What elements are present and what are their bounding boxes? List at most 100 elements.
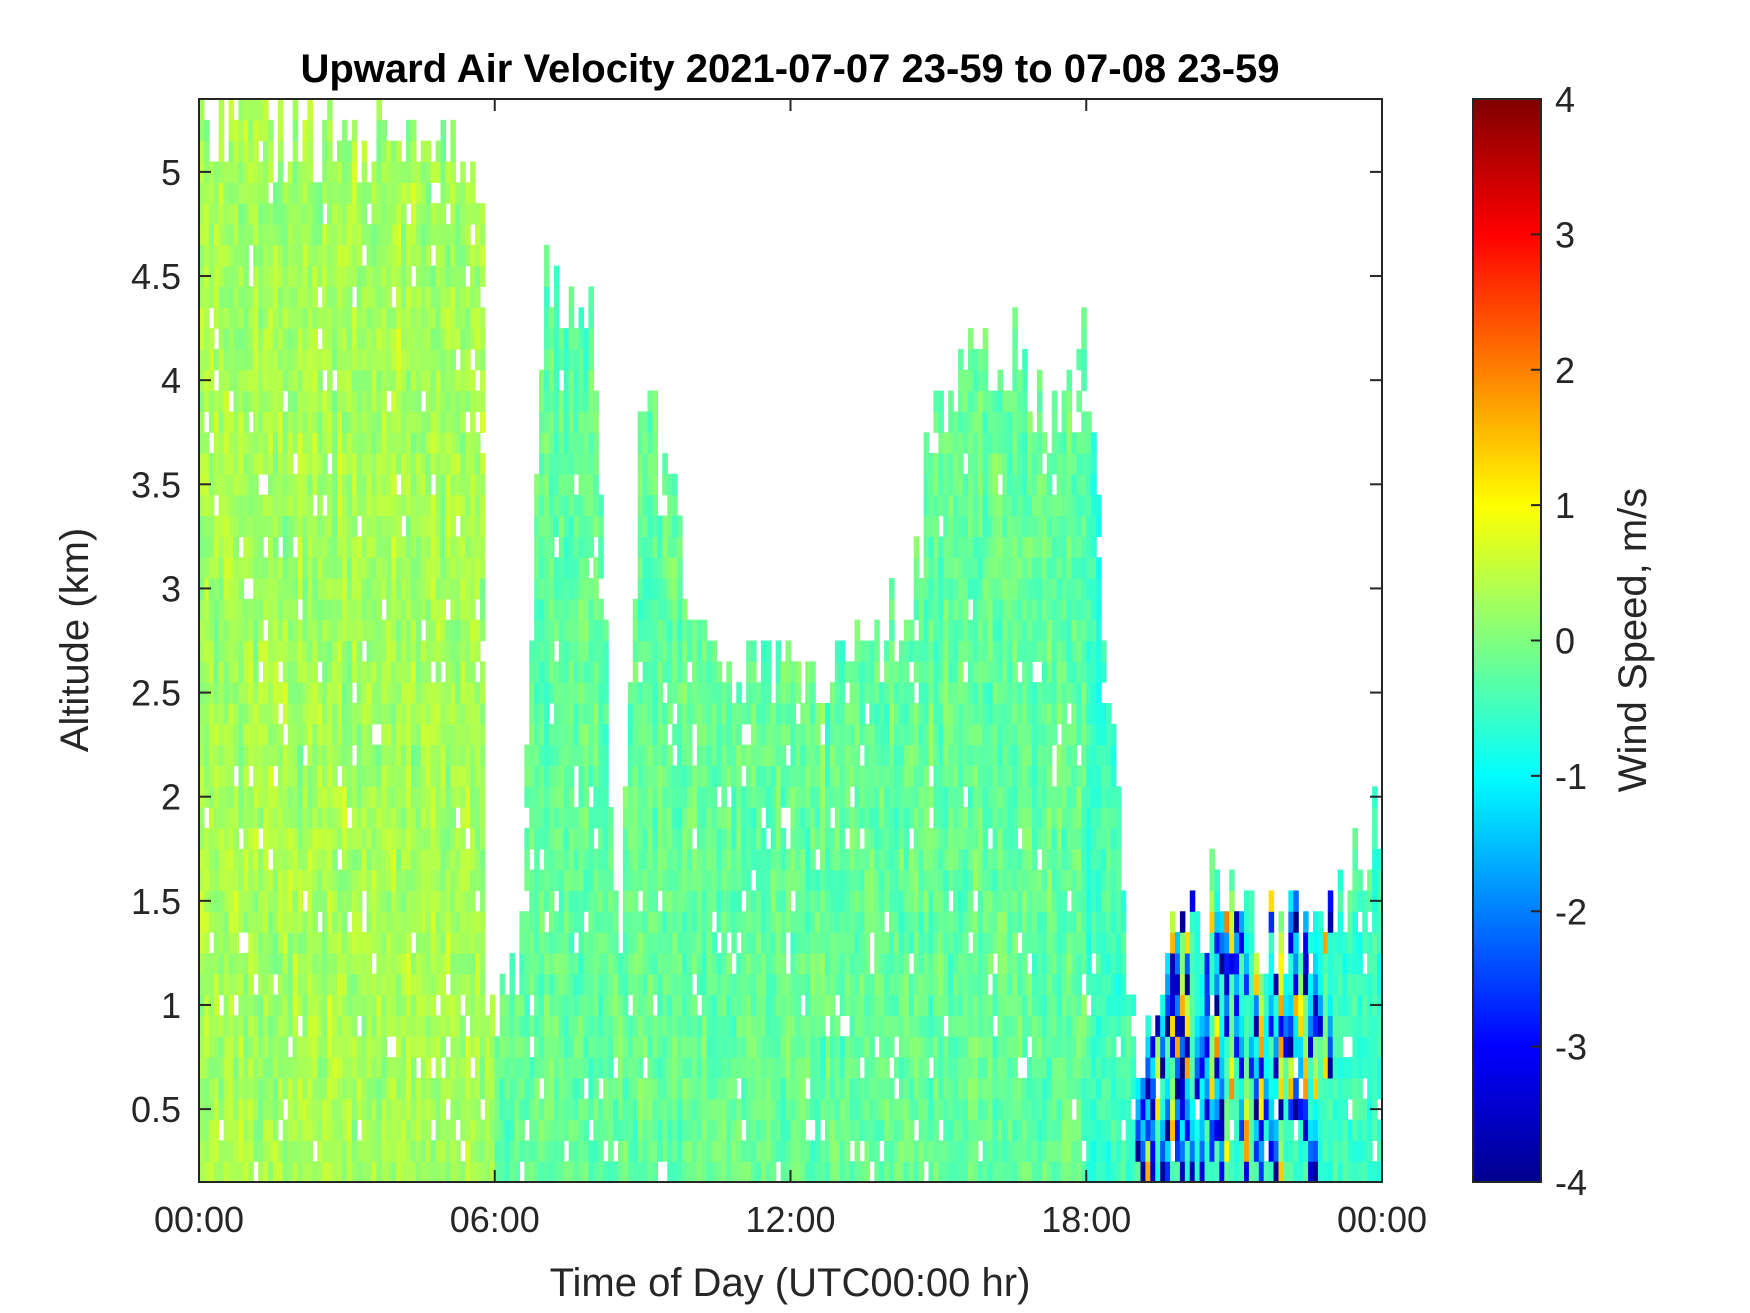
- heatmap-cell: [479, 244, 486, 267]
- heatmap-cell: [248, 848, 254, 871]
- heatmap-cell: [465, 640, 471, 662]
- heatmap-cell: [248, 952, 254, 975]
- heatmap-cell: [253, 827, 259, 850]
- heatmap-cell: [637, 640, 644, 662]
- heatmap-cell: [662, 723, 668, 746]
- heatmap-cell: [726, 827, 732, 850]
- heatmap-cell: [889, 1036, 895, 1058]
- heatmap-cell: [829, 952, 836, 975]
- heatmap-cell: [751, 1015, 757, 1037]
- heatmap-cell: [731, 869, 737, 892]
- heatmap-cell: [233, 494, 240, 517]
- heatmap-cell: [317, 952, 323, 975]
- heatmap-cell: [672, 494, 678, 517]
- heatmap-cell: [371, 286, 378, 308]
- heatmap-cell: [667, 682, 673, 704]
- heatmap-cell: [558, 869, 565, 892]
- heatmap-cell: [272, 578, 279, 600]
- heatmap-cell: [425, 869, 432, 892]
- heatmap-cell: [460, 1161, 466, 1183]
- heatmap-cell: [238, 973, 244, 996]
- heatmap-cell: [268, 827, 274, 850]
- heatmap-cell: [691, 702, 698, 725]
- heatmap-cell: [662, 702, 668, 725]
- heatmap-cell: [381, 328, 387, 350]
- heatmap-cell: [282, 557, 289, 579]
- heatmap-cell: [879, 1161, 885, 1183]
- heatmap-cell: [731, 911, 737, 933]
- heatmap-cell: [376, 619, 382, 642]
- heatmap-cell: [450, 578, 456, 600]
- heatmap-cell: [756, 952, 762, 975]
- heatmap-cell: [248, 1161, 254, 1183]
- heatmap-cell: [810, 682, 816, 704]
- heatmap-cell: [238, 578, 244, 600]
- heatmap-cell: [553, 473, 560, 496]
- heatmap-cell: [603, 786, 609, 808]
- heatmap-cell: [859, 994, 866, 1016]
- heatmap-cell: [253, 328, 259, 350]
- heatmap-cell: [632, 661, 639, 683]
- heatmap-cell: [248, 494, 254, 517]
- heatmap-cell: [302, 223, 309, 246]
- heatmap-cell: [312, 786, 318, 808]
- heatmap-cell: [524, 952, 530, 975]
- heatmap-cell: [770, 1098, 777, 1121]
- heatmap-cell: [884, 994, 890, 1016]
- heatmap-cell: [346, 1036, 353, 1058]
- heatmap-cell: [578, 411, 585, 433]
- heatmap-cell: [228, 578, 235, 600]
- heatmap-cell: [829, 848, 836, 871]
- heatmap-cell: [268, 619, 274, 642]
- heatmap-cell: [287, 536, 294, 558]
- heatmap-cell: [849, 1057, 856, 1079]
- heatmap-cell: [228, 765, 235, 787]
- heatmap-cell: [563, 640, 570, 662]
- heatmap-cell: [790, 661, 797, 683]
- heatmap-cell: [593, 411, 599, 433]
- heatmap-cell: [775, 952, 782, 975]
- heatmap-cell: [292, 702, 299, 725]
- heatmap-cell: [682, 786, 688, 808]
- heatmap-cell: [898, 827, 905, 850]
- heatmap-cell: [672, 1161, 678, 1183]
- heatmap-cell: [356, 578, 363, 600]
- heatmap-cell: [465, 515, 471, 537]
- heatmap-cell: [282, 515, 289, 537]
- heatmap-cell: [825, 765, 831, 787]
- heatmap-cell: [297, 744, 304, 767]
- heatmap-cell: [307, 411, 313, 433]
- heatmap-cell: [583, 807, 589, 829]
- heatmap-cell: [425, 140, 432, 163]
- heatmap-cell: [642, 453, 649, 475]
- heatmap-cell: [647, 932, 654, 954]
- heatmap-cell: [425, 973, 432, 996]
- heatmap-cell: [864, 1057, 870, 1079]
- heatmap-cell: [361, 307, 368, 329]
- heatmap-cell: [287, 286, 294, 308]
- heatmap-cell: [391, 515, 397, 537]
- heatmap-cell: [233, 473, 240, 496]
- heatmap-cell: [376, 494, 382, 517]
- heatmap-cell: [568, 911, 575, 933]
- heatmap-cell: [297, 494, 304, 517]
- heatmap-cell: [588, 1057, 594, 1079]
- heatmap-cell: [282, 911, 289, 933]
- heatmap-cell: [573, 494, 580, 517]
- heatmap-cell: [238, 265, 244, 288]
- heatmap-cell: [371, 182, 378, 204]
- heatmap-cell: [430, 453, 437, 475]
- heatmap-cell: [450, 661, 456, 683]
- heatmap-cell: [213, 390, 220, 413]
- heatmap-cell: [213, 994, 220, 1016]
- heatmap-cell: [825, 994, 831, 1016]
- heatmap-cell: [312, 1098, 318, 1121]
- heatmap-cell: [322, 765, 328, 787]
- heatmap-cell: [544, 494, 550, 517]
- heatmap-cell: [361, 765, 368, 787]
- heatmap-cell: [287, 973, 294, 996]
- heatmap-cell: [361, 1015, 368, 1037]
- heatmap-cell: [307, 723, 313, 746]
- heatmap-cell: [780, 1015, 787, 1037]
- heatmap-cell: [302, 536, 309, 558]
